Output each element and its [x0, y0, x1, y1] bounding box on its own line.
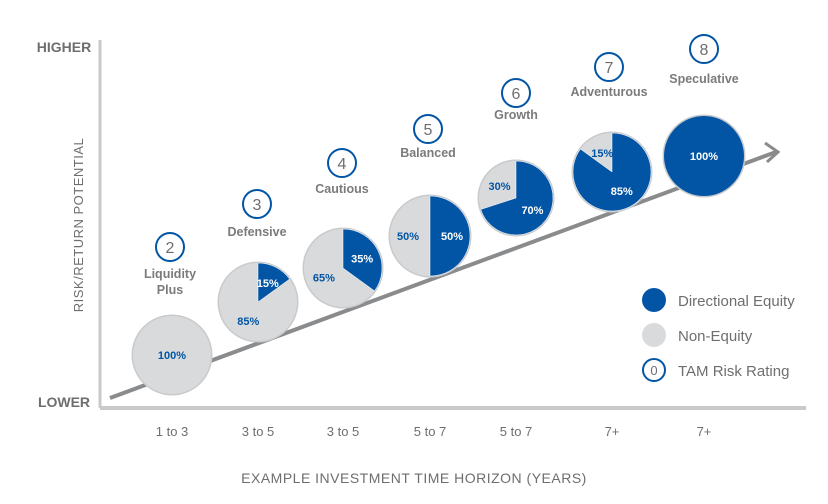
portfolio-name: Speculative [669, 72, 739, 86]
pie-label-equity: 70% [521, 205, 543, 217]
legend-label-equity: Directional Equity [678, 293, 795, 310]
risk-rating-number: 2 [166, 240, 175, 257]
pie-slice-equity [429, 195, 471, 277]
risk-rating-badge [413, 114, 443, 144]
pie-label-non-equity: 50% [397, 231, 419, 243]
legend: Directional Equity Non-Equity 0 TAM Risk… [642, 288, 795, 382]
x-tick-label: 1 to 3 [156, 424, 189, 439]
risk-rating-badge [242, 189, 272, 219]
risk-rating-number: 6 [512, 86, 521, 103]
portfolio-name: Plus [157, 283, 183, 297]
risk-rating-number: 3 [253, 197, 262, 214]
risk-rating-badge [501, 78, 531, 108]
legend-swatch-non-equity [642, 323, 666, 347]
legend-swatch-rating [642, 358, 666, 382]
legend-label-rating: TAM Risk Rating [678, 363, 789, 380]
x-tick-label: 7+ [697, 424, 712, 439]
risk-rating-badge [327, 148, 357, 178]
portfolio-5: 50% 50% 5 Balanced 5 to 7 [388, 114, 472, 439]
portfolio-name: Adventurous [570, 85, 647, 99]
pie-label-equity: 85% [611, 186, 633, 198]
pie-label-non-equity: 15% [591, 148, 613, 160]
pie-slice-equity [480, 160, 554, 236]
risk-rating-number: 8 [700, 42, 709, 59]
x-tick-label: 5 to 7 [500, 424, 533, 439]
legend-swatch-equity [642, 288, 666, 312]
x-axis-title: EXAMPLE INVESTMENT TIME HORIZON (YEARS) [241, 470, 587, 486]
pie-label-non-equity: 65% [313, 273, 335, 285]
pie-label-equity: 100% [690, 151, 718, 163]
trend-arrow-icon [764, 141, 781, 164]
portfolio-4: 35% 65% 4 Cautious 3 to 5 [302, 148, 384, 439]
x-tick-label: 3 to 5 [327, 424, 360, 439]
portfolio-name: Balanced [400, 146, 456, 160]
pie-label-non-equity: 85% [237, 316, 259, 328]
pie-label-equity: 15% [257, 278, 279, 290]
pie-slice-equity [572, 132, 652, 212]
x-tick-label: 3 to 5 [242, 424, 275, 439]
portfolio-6: 70% 30% 6 Growth 5 to 7 [477, 78, 555, 439]
pie-label-equity: 50% [441, 231, 463, 243]
legend-label-non-equity: Non-Equity [678, 328, 753, 345]
pie-label-equity: 35% [351, 253, 373, 265]
risk-rating-badge [155, 232, 185, 262]
pie-label-non-equity: 30% [489, 181, 511, 193]
risk-rating-number: 7 [605, 60, 614, 77]
portfolio-name: Liquidity [144, 267, 196, 281]
pie-label-non-equity: 100% [158, 350, 186, 362]
portfolio-7: 85% 15% 7 Adventurous 7+ [570, 52, 653, 439]
portfolio-name: Growth [494, 108, 538, 122]
portfolio-name: Cautious [315, 182, 369, 196]
y-top-label: HIGHER [37, 39, 91, 55]
x-tick-label: 7+ [605, 424, 620, 439]
pie-slice-equity [342, 228, 383, 292]
pie-slice-equity [664, 116, 744, 196]
legend-rating-symbol: 0 [650, 363, 657, 378]
risk-rating-badge [689, 34, 719, 64]
risk-rating-number: 4 [338, 156, 347, 173]
y-bottom-label: LOWER [38, 394, 90, 410]
pie-slice-non-equity [133, 316, 211, 394]
risk-rating-badge [594, 52, 624, 82]
portfolio-2: 100% 2 Liquidity Plus 1 to 3 [131, 232, 213, 439]
risk-rating-number: 5 [424, 122, 433, 139]
portfolio-name: Defensive [227, 225, 286, 239]
portfolio-8: 100% 8 Speculative 7+ [662, 34, 746, 439]
pie-slice-equity [257, 262, 290, 303]
portfolio-3: 15% 85% 3 Defensive 3 to 5 [217, 189, 299, 439]
x-tick-label: 5 to 7 [414, 424, 447, 439]
y-axis-title: RISK/RETURN POTENTIAL [71, 138, 86, 312]
